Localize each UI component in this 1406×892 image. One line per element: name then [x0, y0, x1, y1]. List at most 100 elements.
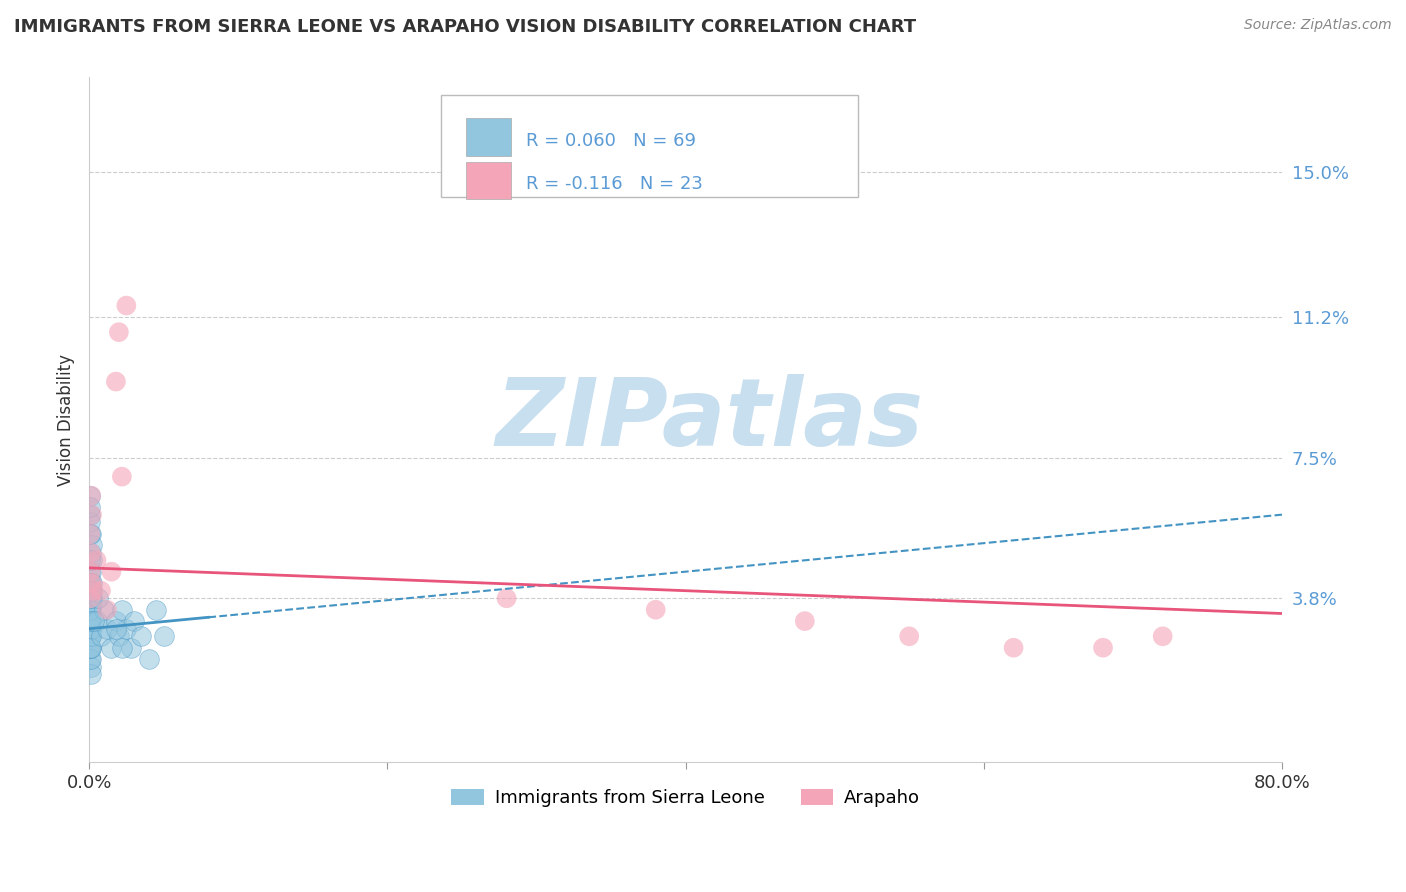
Point: [79, 629, 101, 643]
Point: [79, 591, 101, 606]
Point: [79, 614, 101, 628]
Point: [104, 622, 127, 636]
Bar: [465, 161, 512, 199]
Point: [79, 526, 101, 541]
Point: [79, 629, 101, 643]
Point: [138, 652, 160, 666]
Point: [1002, 640, 1025, 655]
Point: [80, 599, 103, 613]
Point: [79, 603, 101, 617]
Point: [111, 640, 134, 655]
Point: [100, 565, 122, 579]
Legend: Immigrants from Sierra Leone, Arapaho: Immigrants from Sierra Leone, Arapaho: [444, 781, 927, 814]
Point: [80, 591, 103, 606]
Point: [80, 576, 103, 591]
Point: [79, 603, 101, 617]
Point: [80, 591, 103, 606]
Point: [495, 591, 517, 606]
Point: [96, 622, 118, 636]
Point: [120, 640, 142, 655]
Point: [86, 553, 108, 567]
Point: [122, 614, 145, 628]
Point: [96, 603, 118, 617]
Point: [100, 640, 122, 655]
Point: [79, 553, 101, 567]
Point: [152, 629, 174, 643]
Point: [79, 565, 101, 579]
Point: [80, 565, 103, 579]
Point: [80, 583, 103, 598]
Point: [79, 515, 101, 529]
Point: [80, 576, 103, 591]
Point: [1092, 640, 1115, 655]
Point: [79, 591, 101, 606]
Point: [108, 325, 131, 339]
Point: [80, 546, 103, 560]
Text: IMMIGRANTS FROM SIERRA LEONE VS ARAPAHO VISION DISABILITY CORRELATION CHART: IMMIGRANTS FROM SIERRA LEONE VS ARAPAHO …: [14, 18, 917, 36]
Point: [80, 591, 103, 606]
Point: [79, 622, 101, 636]
Text: ZIPatlas: ZIPatlas: [495, 374, 924, 466]
Point: [1152, 629, 1174, 643]
Bar: [465, 119, 512, 156]
Point: [898, 629, 921, 643]
Point: [793, 614, 815, 628]
Point: [79, 640, 101, 655]
Point: [111, 469, 134, 483]
Point: [115, 622, 138, 636]
Point: [79, 622, 101, 636]
Point: [79, 508, 101, 522]
Point: [79, 565, 101, 579]
Point: [104, 375, 127, 389]
Point: [108, 629, 131, 643]
Point: [80, 591, 103, 606]
Point: [83, 583, 105, 598]
Point: [145, 603, 167, 617]
Point: [80, 622, 103, 636]
Point: [79, 640, 101, 655]
Y-axis label: Vision Disability: Vision Disability: [58, 353, 75, 485]
Text: R = -0.116   N = 23: R = -0.116 N = 23: [526, 175, 703, 194]
Point: [79, 576, 101, 591]
Point: [87, 591, 110, 606]
Point: [79, 640, 101, 655]
Point: [79, 583, 101, 598]
Point: [79, 667, 101, 681]
Point: [80, 526, 103, 541]
FancyBboxPatch shape: [441, 95, 859, 197]
Point: [79, 489, 101, 503]
Point: [80, 622, 103, 636]
Point: [79, 546, 101, 560]
Text: R = 0.060   N = 69: R = 0.060 N = 69: [526, 132, 696, 150]
Text: Source: ZipAtlas.com: Source: ZipAtlas.com: [1244, 18, 1392, 32]
Point: [115, 299, 138, 313]
Point: [79, 659, 101, 673]
Point: [80, 553, 103, 567]
Point: [79, 603, 101, 617]
Point: [79, 599, 101, 613]
Point: [104, 614, 127, 628]
Point: [80, 652, 103, 666]
Point: [79, 629, 101, 643]
Point: [80, 489, 103, 503]
Point: [111, 603, 134, 617]
Point: [79, 614, 101, 628]
Point: [80, 583, 103, 598]
Point: [83, 614, 105, 628]
Point: [86, 614, 108, 628]
Point: [80, 614, 103, 628]
Point: [80, 591, 103, 606]
Point: [79, 652, 101, 666]
Point: [79, 603, 101, 617]
Point: [80, 583, 103, 598]
Point: [79, 500, 101, 514]
Point: [80, 538, 103, 552]
Point: [129, 629, 152, 643]
Point: [79, 526, 101, 541]
Point: [90, 629, 112, 643]
Point: [79, 629, 101, 643]
Point: [93, 603, 115, 617]
Point: [90, 583, 112, 598]
Point: [644, 603, 666, 617]
Point: [80, 508, 103, 522]
